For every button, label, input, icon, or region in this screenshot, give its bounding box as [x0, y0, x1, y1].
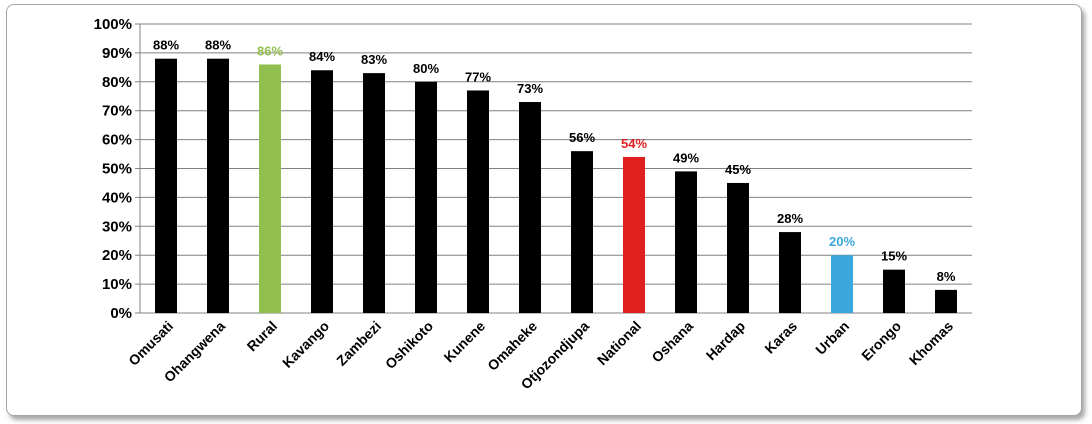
bar-rural [259, 64, 281, 314]
bars [155, 58, 957, 314]
data-label-hardap: 45% [725, 162, 751, 177]
data-label-otjozondjupa: 56% [569, 130, 595, 145]
data-label-oshikoto: 80% [413, 61, 439, 76]
bar-kavango [311, 70, 333, 314]
data-label-national: 54% [621, 136, 647, 151]
y-tick-label: 80% [102, 74, 132, 91]
data-label-oshana: 49% [673, 150, 699, 165]
y-tick-label: 100% [94, 16, 132, 33]
bar-khomas [935, 289, 957, 313]
y-tick-label: 40% [102, 189, 132, 206]
category-label-kunene: Kunene [441, 318, 489, 366]
data-label-kavango: 84% [309, 49, 335, 64]
y-tick-label: 50% [102, 161, 132, 178]
bar-chart: 0%10%20%30%40%50%60%70%80%90%100% 88% 88%… [94, 16, 972, 393]
data-label-erongo: 15% [881, 249, 907, 264]
y-tick-label: 0% [110, 305, 132, 322]
bar-erongo [883, 269, 905, 313]
bar-hardap [727, 182, 749, 313]
y-tick-label: 90% [102, 45, 132, 62]
bar-zambezi [363, 73, 385, 313]
category-label-hardap: Hardap [703, 318, 748, 363]
data-label-karas: 28% [777, 211, 803, 226]
data-label-omaheke: 73% [517, 81, 543, 96]
category-label-zambezi: Zambezi [333, 318, 384, 369]
category-label-urban: Urban [812, 318, 852, 358]
data-label-kunene: 77% [465, 69, 491, 84]
category-label-rural: Rural [243, 318, 280, 355]
category-label-karas: Karas [761, 318, 800, 357]
data-label-khomas: 8% [937, 269, 956, 284]
data-label-urban: 20% [829, 234, 855, 249]
category-label-erongo: Erongo [858, 318, 904, 364]
category-label-omaheke: Omaheke [484, 318, 540, 374]
y-tick-label: 10% [102, 276, 132, 293]
bar-national [623, 156, 645, 313]
y-tick-label: 70% [102, 103, 132, 120]
bar-oshana [675, 171, 697, 313]
chart-frame: 0% 10% 20% 30% 40% 50% 60% 70% 80% 90% 100% 88% 88%… [6, 4, 1082, 416]
bar-urban [831, 255, 853, 313]
bar-oshikoto [415, 81, 437, 313]
category-label-khomas: Khomas [906, 318, 957, 369]
y-tick-label: 60% [102, 132, 132, 149]
bar-kunene [467, 90, 489, 313]
y-tick-label: 30% [102, 218, 132, 235]
data-label-zambezi: 83% [361, 52, 387, 67]
bar-ohangwena [207, 58, 229, 314]
category-label-omusati: Omusati [125, 318, 176, 369]
category-label-oshikoto: Oshikoto [382, 318, 436, 372]
category-label-kavango: Kavango [279, 318, 332, 371]
category-label-national: National [594, 318, 644, 368]
y-tick-label: 20% [102, 247, 132, 264]
data-label-ohangwena: 88% [205, 38, 231, 53]
data-label-omusati: 88% [153, 38, 179, 53]
bar-karas [779, 232, 801, 313]
data-labels: 88% 88% 86% 84% 83% 80% 77% 73% 56% 54% 49% 45% 28% 2… [153, 38, 956, 284]
data-label-rural: 86% [257, 43, 283, 58]
bar-omusati [155, 58, 177, 314]
category-label-oshana: Oshana [648, 318, 696, 366]
y-tick-labels: 0% 10% 20% 30% 40% 50% 60% 70% 80% 90% 100% [94, 16, 132, 322]
bar-omaheke [519, 102, 541, 313]
bar-otjozondjupa [571, 151, 593, 313]
